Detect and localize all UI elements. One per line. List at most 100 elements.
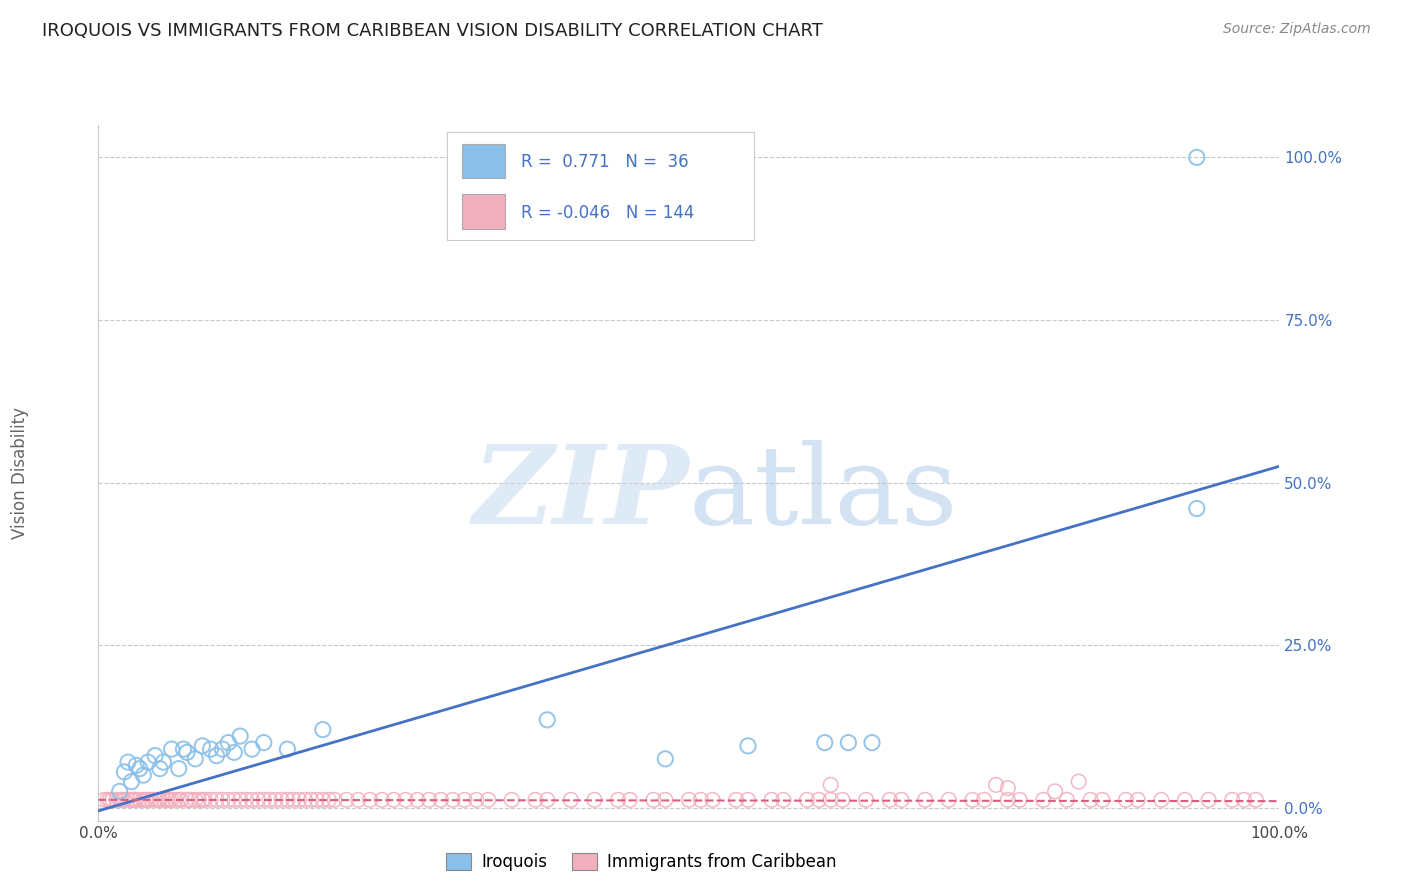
Point — [93, 793, 115, 807]
Point — [167, 762, 190, 776]
Point — [962, 793, 984, 807]
Text: ZIP: ZIP — [472, 440, 689, 548]
Point — [121, 793, 143, 807]
Point — [172, 742, 194, 756]
Point — [136, 793, 159, 807]
Point — [253, 793, 276, 807]
Point — [253, 736, 276, 750]
Point — [890, 793, 912, 807]
Point — [160, 742, 183, 756]
Point — [191, 793, 214, 807]
Point — [418, 793, 440, 807]
Point — [187, 793, 209, 807]
Point — [1198, 793, 1220, 807]
Point — [125, 793, 148, 807]
Point — [224, 745, 246, 759]
Point — [246, 793, 269, 807]
Point — [235, 793, 257, 807]
Point — [453, 793, 475, 807]
Point — [217, 793, 239, 807]
Point — [1091, 793, 1114, 807]
Point — [105, 793, 128, 807]
Point — [112, 793, 135, 807]
Point — [156, 793, 179, 807]
Point — [276, 793, 298, 807]
Point — [117, 755, 139, 769]
Point — [101, 793, 124, 807]
Point — [318, 793, 340, 807]
Point — [347, 793, 370, 807]
Point — [536, 793, 558, 807]
Point — [855, 793, 877, 807]
Point — [772, 793, 794, 807]
Point — [200, 742, 222, 756]
Point — [689, 793, 711, 807]
Point — [997, 793, 1019, 807]
Point — [820, 778, 842, 792]
Point — [132, 768, 155, 782]
Point — [165, 793, 187, 807]
Point — [831, 793, 853, 807]
Point — [1126, 793, 1149, 807]
Point — [654, 793, 676, 807]
Point — [1174, 793, 1197, 807]
Point — [191, 739, 214, 753]
Point — [98, 793, 121, 807]
Point — [229, 793, 252, 807]
Point — [264, 793, 287, 807]
Point — [973, 793, 995, 807]
Point — [1233, 793, 1256, 807]
Point — [224, 793, 246, 807]
Text: IROQUOIS VS IMMIGRANTS FROM CARIBBEAN VISION DISABILITY CORRELATION CHART: IROQUOIS VS IMMIGRANTS FROM CARIBBEAN VI… — [42, 22, 823, 40]
Point — [184, 793, 207, 807]
Y-axis label: Vision Disability: Vision Disability — [11, 407, 30, 539]
Point — [112, 764, 135, 779]
Point — [406, 793, 429, 807]
Point — [143, 748, 166, 763]
Point — [1115, 793, 1137, 807]
Point — [125, 758, 148, 772]
Point — [136, 755, 159, 769]
Point — [108, 793, 131, 807]
Point — [167, 793, 190, 807]
Point — [583, 793, 606, 807]
Point — [477, 793, 499, 807]
Point — [240, 793, 263, 807]
Point — [149, 762, 172, 776]
Point — [121, 774, 143, 789]
Point — [1220, 793, 1243, 807]
Point — [132, 793, 155, 807]
Point — [837, 736, 859, 750]
Point — [111, 793, 134, 807]
Point — [205, 793, 228, 807]
Point — [200, 793, 222, 807]
Point — [1185, 501, 1208, 516]
Point — [160, 793, 183, 807]
Point — [305, 793, 328, 807]
Point — [122, 793, 145, 807]
Point — [335, 793, 357, 807]
Point — [240, 742, 263, 756]
Point — [170, 793, 193, 807]
Point — [283, 793, 305, 807]
Point — [879, 793, 901, 807]
Point — [288, 793, 311, 807]
Point — [1080, 793, 1102, 807]
Point — [702, 793, 724, 807]
Point — [761, 793, 783, 807]
Point — [524, 793, 547, 807]
Point — [108, 784, 131, 798]
Point — [938, 793, 960, 807]
Point — [737, 739, 759, 753]
Point — [152, 755, 174, 769]
Point — [997, 781, 1019, 796]
Point — [382, 793, 405, 807]
Point — [1244, 793, 1267, 807]
Point — [914, 793, 936, 807]
Point — [441, 793, 464, 807]
Point — [814, 736, 837, 750]
Point — [141, 793, 163, 807]
Point — [654, 752, 676, 766]
Point — [312, 793, 335, 807]
Point — [465, 793, 488, 807]
